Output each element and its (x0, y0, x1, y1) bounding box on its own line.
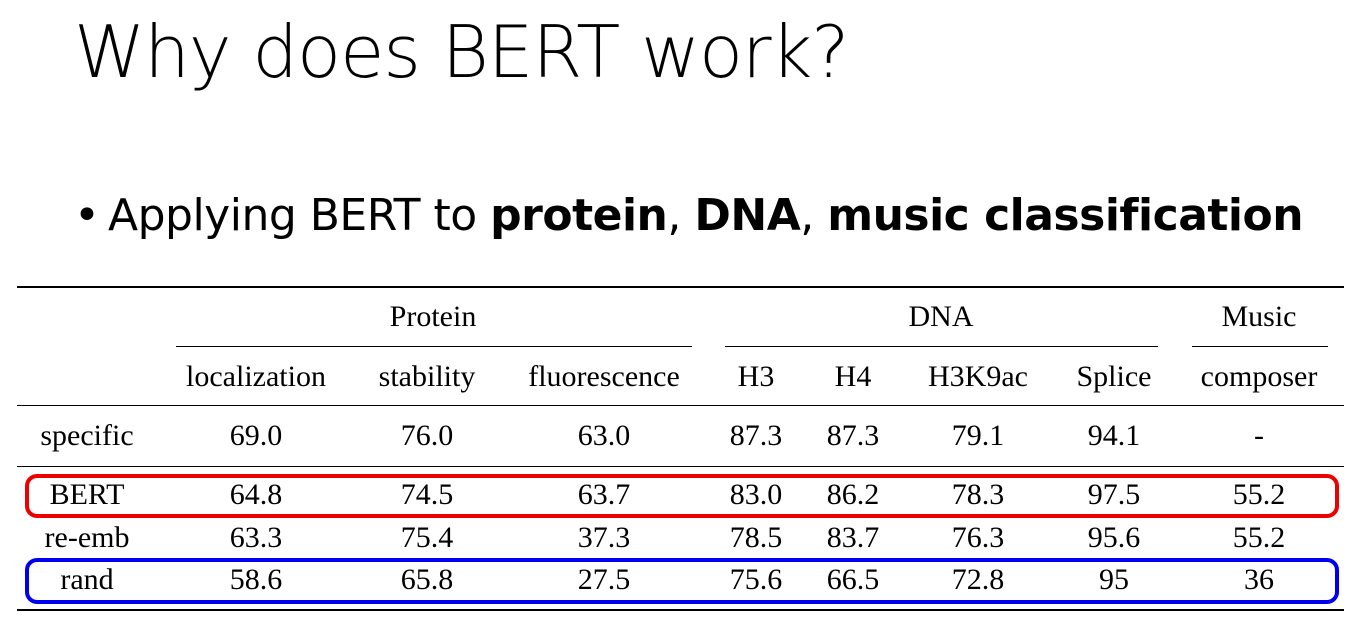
table-cell: 97.5 (1087, 478, 1141, 511)
table-cell: 75.4 (400, 521, 454, 554)
table-cell: 63.0 (577, 419, 631, 452)
column-header: H4 (834, 360, 872, 393)
table-cell: 72.8 (951, 563, 1005, 596)
row-label: specific (40, 419, 134, 452)
table-cell: 79.1 (951, 419, 1005, 452)
column-header: stability (378, 360, 476, 393)
table-cell: 95.6 (1087, 521, 1141, 554)
table-cell: 83.7 (826, 521, 880, 554)
row-label: rand (60, 563, 114, 596)
group-rule-protein (176, 346, 692, 347)
table-cell: 64.8 (229, 478, 283, 511)
table-cell: 83.0 (729, 478, 783, 511)
group-header-dna: DNA (908, 300, 974, 333)
table-cell: 87.3 (826, 419, 880, 452)
group-header-music: Music (1221, 300, 1297, 333)
column-header: H3 (737, 360, 775, 393)
bullet-separator: , (800, 190, 828, 241)
group-rule-dna (725, 346, 1158, 347)
column-header: composer (1200, 360, 1318, 393)
table-cell: 78.5 (729, 521, 783, 554)
table-cell: 65.8 (400, 563, 454, 596)
column-header: fluorescence (528, 360, 680, 393)
slide-title: Why does BERT work? (74, 10, 850, 94)
table-cell: 55.2 (1232, 521, 1286, 554)
row-label: re-emb (44, 521, 130, 554)
bullet-separator: , (667, 190, 695, 241)
table-cell: 76.0 (400, 419, 454, 452)
table-cell: 27.5 (577, 563, 631, 596)
table-cell: 58.6 (229, 563, 283, 596)
table-cell: 86.2 (826, 478, 880, 511)
table-cell: - (1254, 419, 1264, 452)
column-header: Splice (1076, 360, 1152, 393)
table-cell: 55.2 (1232, 478, 1286, 511)
bullet-dot-icon: • (74, 190, 100, 241)
bullet-term-music: music classification (827, 190, 1304, 241)
table-cell: 74.5 (400, 478, 454, 511)
table-cell: 63.7 (577, 478, 631, 511)
table-cell: 76.3 (951, 521, 1005, 554)
table-cell: 37.3 (577, 521, 631, 554)
bullet-prefix: Applying BERT to (108, 190, 491, 241)
table-cell: 63.3 (229, 521, 283, 554)
table-cell: 94.1 (1087, 419, 1141, 452)
group-rule-music (1192, 346, 1328, 347)
bullet-term-protein: protein (490, 190, 668, 241)
table-top-rule (17, 286, 1344, 288)
table-section-rule (17, 466, 1344, 467)
table-cell: 78.3 (951, 478, 1005, 511)
bullet-point: • Applying BERT to protein, DNA, music cl… (74, 186, 1304, 246)
table-cell: 36 (1244, 563, 1274, 596)
group-header-protein: Protein (389, 300, 477, 333)
column-header: H3K9ac (928, 360, 1028, 393)
table-header-rule (17, 405, 1344, 406)
bert-row-highlight (25, 474, 1339, 518)
table-bottom-rule (17, 609, 1344, 611)
row-label: BERT (49, 478, 125, 511)
column-header: localization (186, 360, 326, 393)
table-cell: 95 (1099, 563, 1129, 596)
table-cell: 69.0 (229, 419, 283, 452)
rand-row-highlight (25, 558, 1339, 604)
table-cell: 66.5 (826, 563, 880, 596)
bullet-term-dna: DNA (694, 190, 801, 241)
table-cell: 87.3 (729, 419, 783, 452)
table-cell: 75.6 (729, 563, 783, 596)
